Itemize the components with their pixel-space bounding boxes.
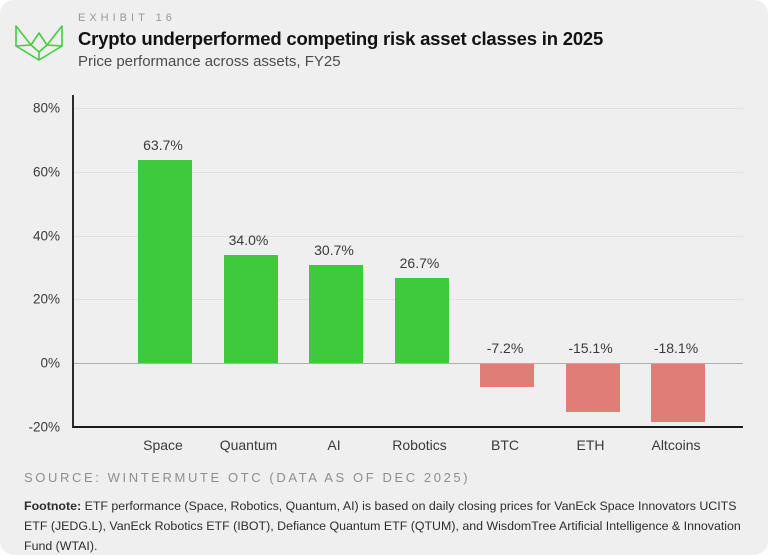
source-line: SOURCE: WINTERMUTE OTC (DATA AS OF DEC 2… — [24, 470, 471, 485]
gridline-40% — [74, 235, 743, 237]
gridline-0% — [74, 363, 743, 364]
x-axis-label-space: Space — [143, 437, 183, 453]
chart-subtitle: Price performance across assets, FY25 — [78, 53, 341, 70]
bar-space — [138, 159, 192, 363]
bar-robotics — [394, 277, 449, 363]
bar-btc — [480, 364, 534, 387]
gridline-60% — [74, 171, 743, 173]
value-label-quantum: 34.0% — [228, 231, 269, 248]
x-axis-label-robotics: Robotics — [392, 437, 447, 453]
value-label-altcoins: -18.1% — [653, 340, 699, 356]
x-axis-label-btc: BTC — [491, 437, 519, 453]
value-label-ai: 30.7% — [314, 242, 354, 259]
y-axis-tick: 60% — [32, 164, 60, 180]
x-axis-label-quantum: Quantum — [219, 437, 278, 453]
footnote-text: ETF performance (Space, Robotics, Quantu… — [24, 499, 741, 554]
x-axis-label-eth: ETH — [576, 437, 605, 453]
exhibit-label: EXHIBIT 16 — [78, 12, 176, 24]
value-label-space: 63.7% — [143, 136, 183, 153]
value-label-btc: -7.2% — [486, 340, 524, 356]
bar-ai — [309, 265, 363, 363]
value-label-eth: -15.1% — [568, 340, 613, 356]
y-axis-tick: 20% — [32, 291, 60, 307]
chart-title: Crypto underperformed competing risk ass… — [78, 28, 604, 49]
y-axis-tick: 80% — [32, 100, 60, 116]
x-axis-label-ai: AI — [327, 437, 341, 453]
gridline-80% — [74, 108, 743, 109]
plot-area — [72, 95, 743, 428]
footnote-label: Footnote: — [24, 499, 82, 513]
bar-eth — [565, 364, 620, 413]
x-axis-label-altcoins: Altcoins — [651, 437, 701, 453]
y-axis-tick: -20% — [28, 419, 60, 435]
bar-altcoins — [651, 364, 705, 422]
bar-quantum — [223, 254, 278, 363]
chart-header: EXHIBIT 16 Crypto underperformed competi… — [78, 12, 738, 70]
wintermute-logo-icon — [15, 25, 63, 61]
footnote: Footnote: ETF performance (Space, Roboti… — [24, 496, 752, 555]
y-axis-tick: 0% — [40, 355, 60, 371]
y-axis-tick: 40% — [32, 228, 60, 243]
value-label-robotics: 26.7% — [399, 254, 440, 271]
